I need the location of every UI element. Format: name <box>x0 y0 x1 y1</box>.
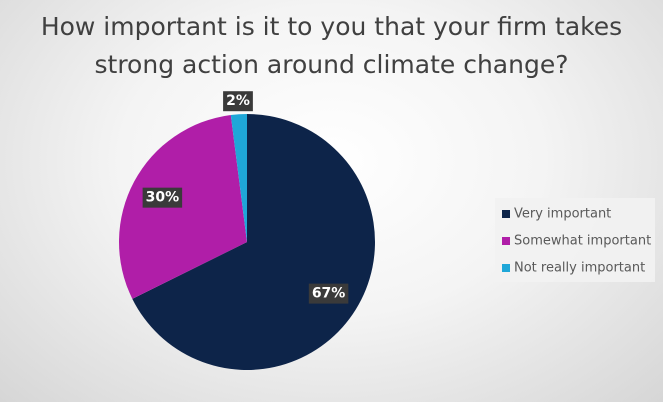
legend-label: Somewhat important <box>514 234 651 249</box>
pie-slice <box>132 114 375 370</box>
data-label: 2% <box>223 91 253 112</box>
pie-slice <box>230 114 247 242</box>
legend-label: Very important <box>514 207 611 222</box>
data-label-text: 30% <box>146 190 180 206</box>
legend-box <box>495 198 655 282</box>
chart-title: How important is it to you that your fir… <box>40 12 623 79</box>
legend-label: Not really important <box>514 261 645 276</box>
data-label-text: 67% <box>312 286 346 302</box>
data-label-text: 2% <box>226 93 250 109</box>
legend-swatch <box>502 264 510 272</box>
data-label: 67% <box>308 283 349 304</box>
legend: Very important Somewhat important Not real… <box>495 198 655 282</box>
legend-swatch <box>502 210 510 218</box>
pie-slice <box>118 115 247 299</box>
data-label: 30% <box>142 187 183 208</box>
data-label-box <box>308 283 349 304</box>
data-label-box <box>223 91 253 112</box>
legend-swatch <box>502 237 510 245</box>
data-label-box <box>142 187 183 208</box>
